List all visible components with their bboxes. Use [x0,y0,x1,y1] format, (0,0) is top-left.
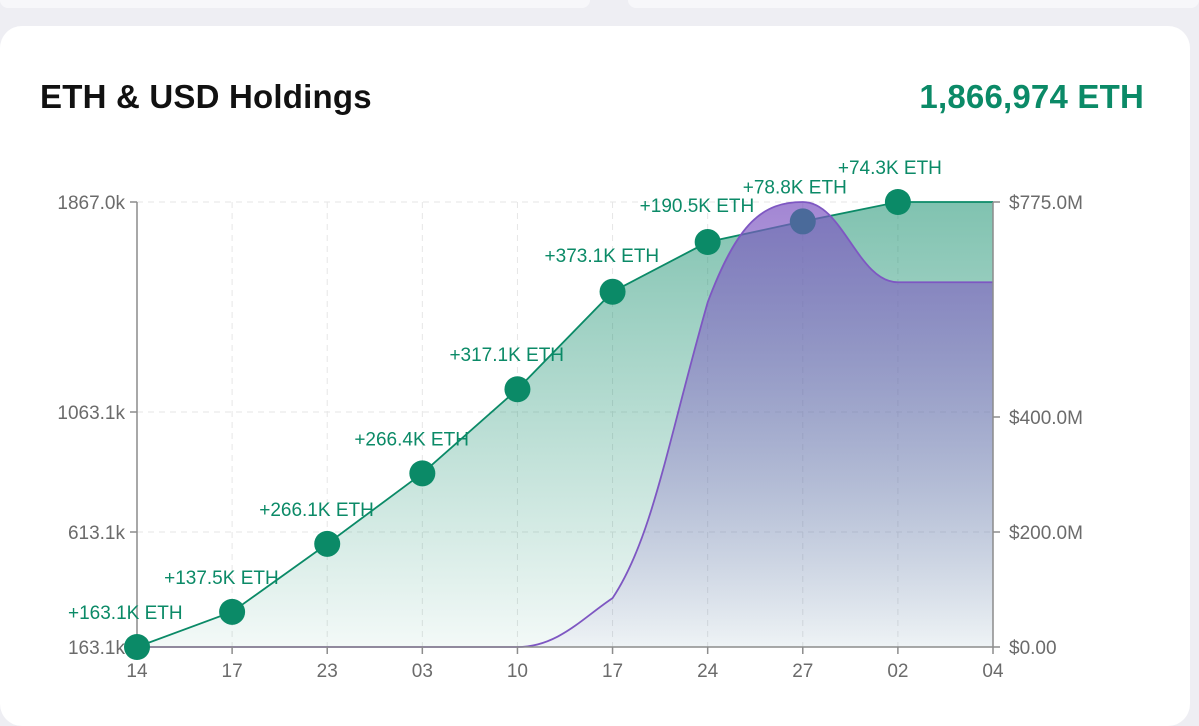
x-tick-label: 14 [126,661,148,682]
x-tick-label: 10 [507,661,528,682]
right-tick-label: $0.00 [1009,638,1057,659]
x-tick-label: 17 [222,661,243,682]
top-strip-right [628,0,1199,8]
holdings-chart: 1867.0k 1063.1k 613.1k 163.1k $775.0M $400.0M… [57,158,1083,682]
right-tick-label: $200.0M [1009,523,1083,544]
left-tick-label: 613.1k [68,523,126,544]
total-holdings-value: 1,866,974 ETH [919,78,1144,115]
axis-ticks: 1867.0k 1063.1k 613.1k 163.1k $775.0M $400.0M… [57,193,1083,682]
axes [136,202,994,648]
top-strip-left [0,0,590,8]
left-tick-label: 1063.1k [57,403,125,424]
x-tick-label: 04 [982,661,1004,682]
eth-data-label: +78.8K ETH [743,177,847,198]
eth-data-point[interactable] [599,278,626,305]
card-title: ETH & USD Holdings [40,78,372,115]
usd-area [137,202,993,647]
eth-data-label: +74.3K ETH [838,158,942,179]
x-tick-label: 17 [602,661,623,682]
x-tick-label: 27 [792,661,813,682]
eth-data-label: +266.4K ETH [354,429,469,450]
eth-data-label: +190.5K ETH [640,196,755,217]
eth-annotations: +163.1K ETH +137.5K ETH +266.1K ETH +266.4K… [68,158,942,624]
eth-data-point[interactable] [219,598,246,625]
eth-data-point[interactable] [884,189,911,215]
eth-data-label: +266.1K ETH [259,500,374,521]
usd-area-layer [137,201,993,648]
eth-data-label: +163.1K ETH [68,603,183,624]
x-tick-label: 24 [697,661,719,682]
right-tick-label: $400.0M [1009,408,1083,429]
eth-data-label: +137.5K ETH [164,568,279,589]
eth-data-point[interactable] [314,530,341,557]
eth-data-point[interactable] [504,376,531,403]
left-tick-label: 1867.0k [57,193,125,214]
x-tick-label: 23 [317,661,338,682]
eth-markers [124,189,911,660]
eth-line [136,201,993,648]
eth-data-label: +373.1K ETH [545,246,660,267]
eth-data-point[interactable] [789,208,816,235]
eth-data-point[interactable] [409,460,436,487]
eth-data-point[interactable] [694,229,721,256]
usd-line [137,201,993,648]
eth-data-point[interactable] [124,634,150,660]
eth-data-label: +317.1K ETH [449,345,564,366]
x-tick-label: 02 [887,661,908,682]
left-tick-label: 163.1k [68,638,126,659]
x-tick-label: 03 [412,661,433,682]
right-tick-label: $775.0M [1009,193,1083,214]
